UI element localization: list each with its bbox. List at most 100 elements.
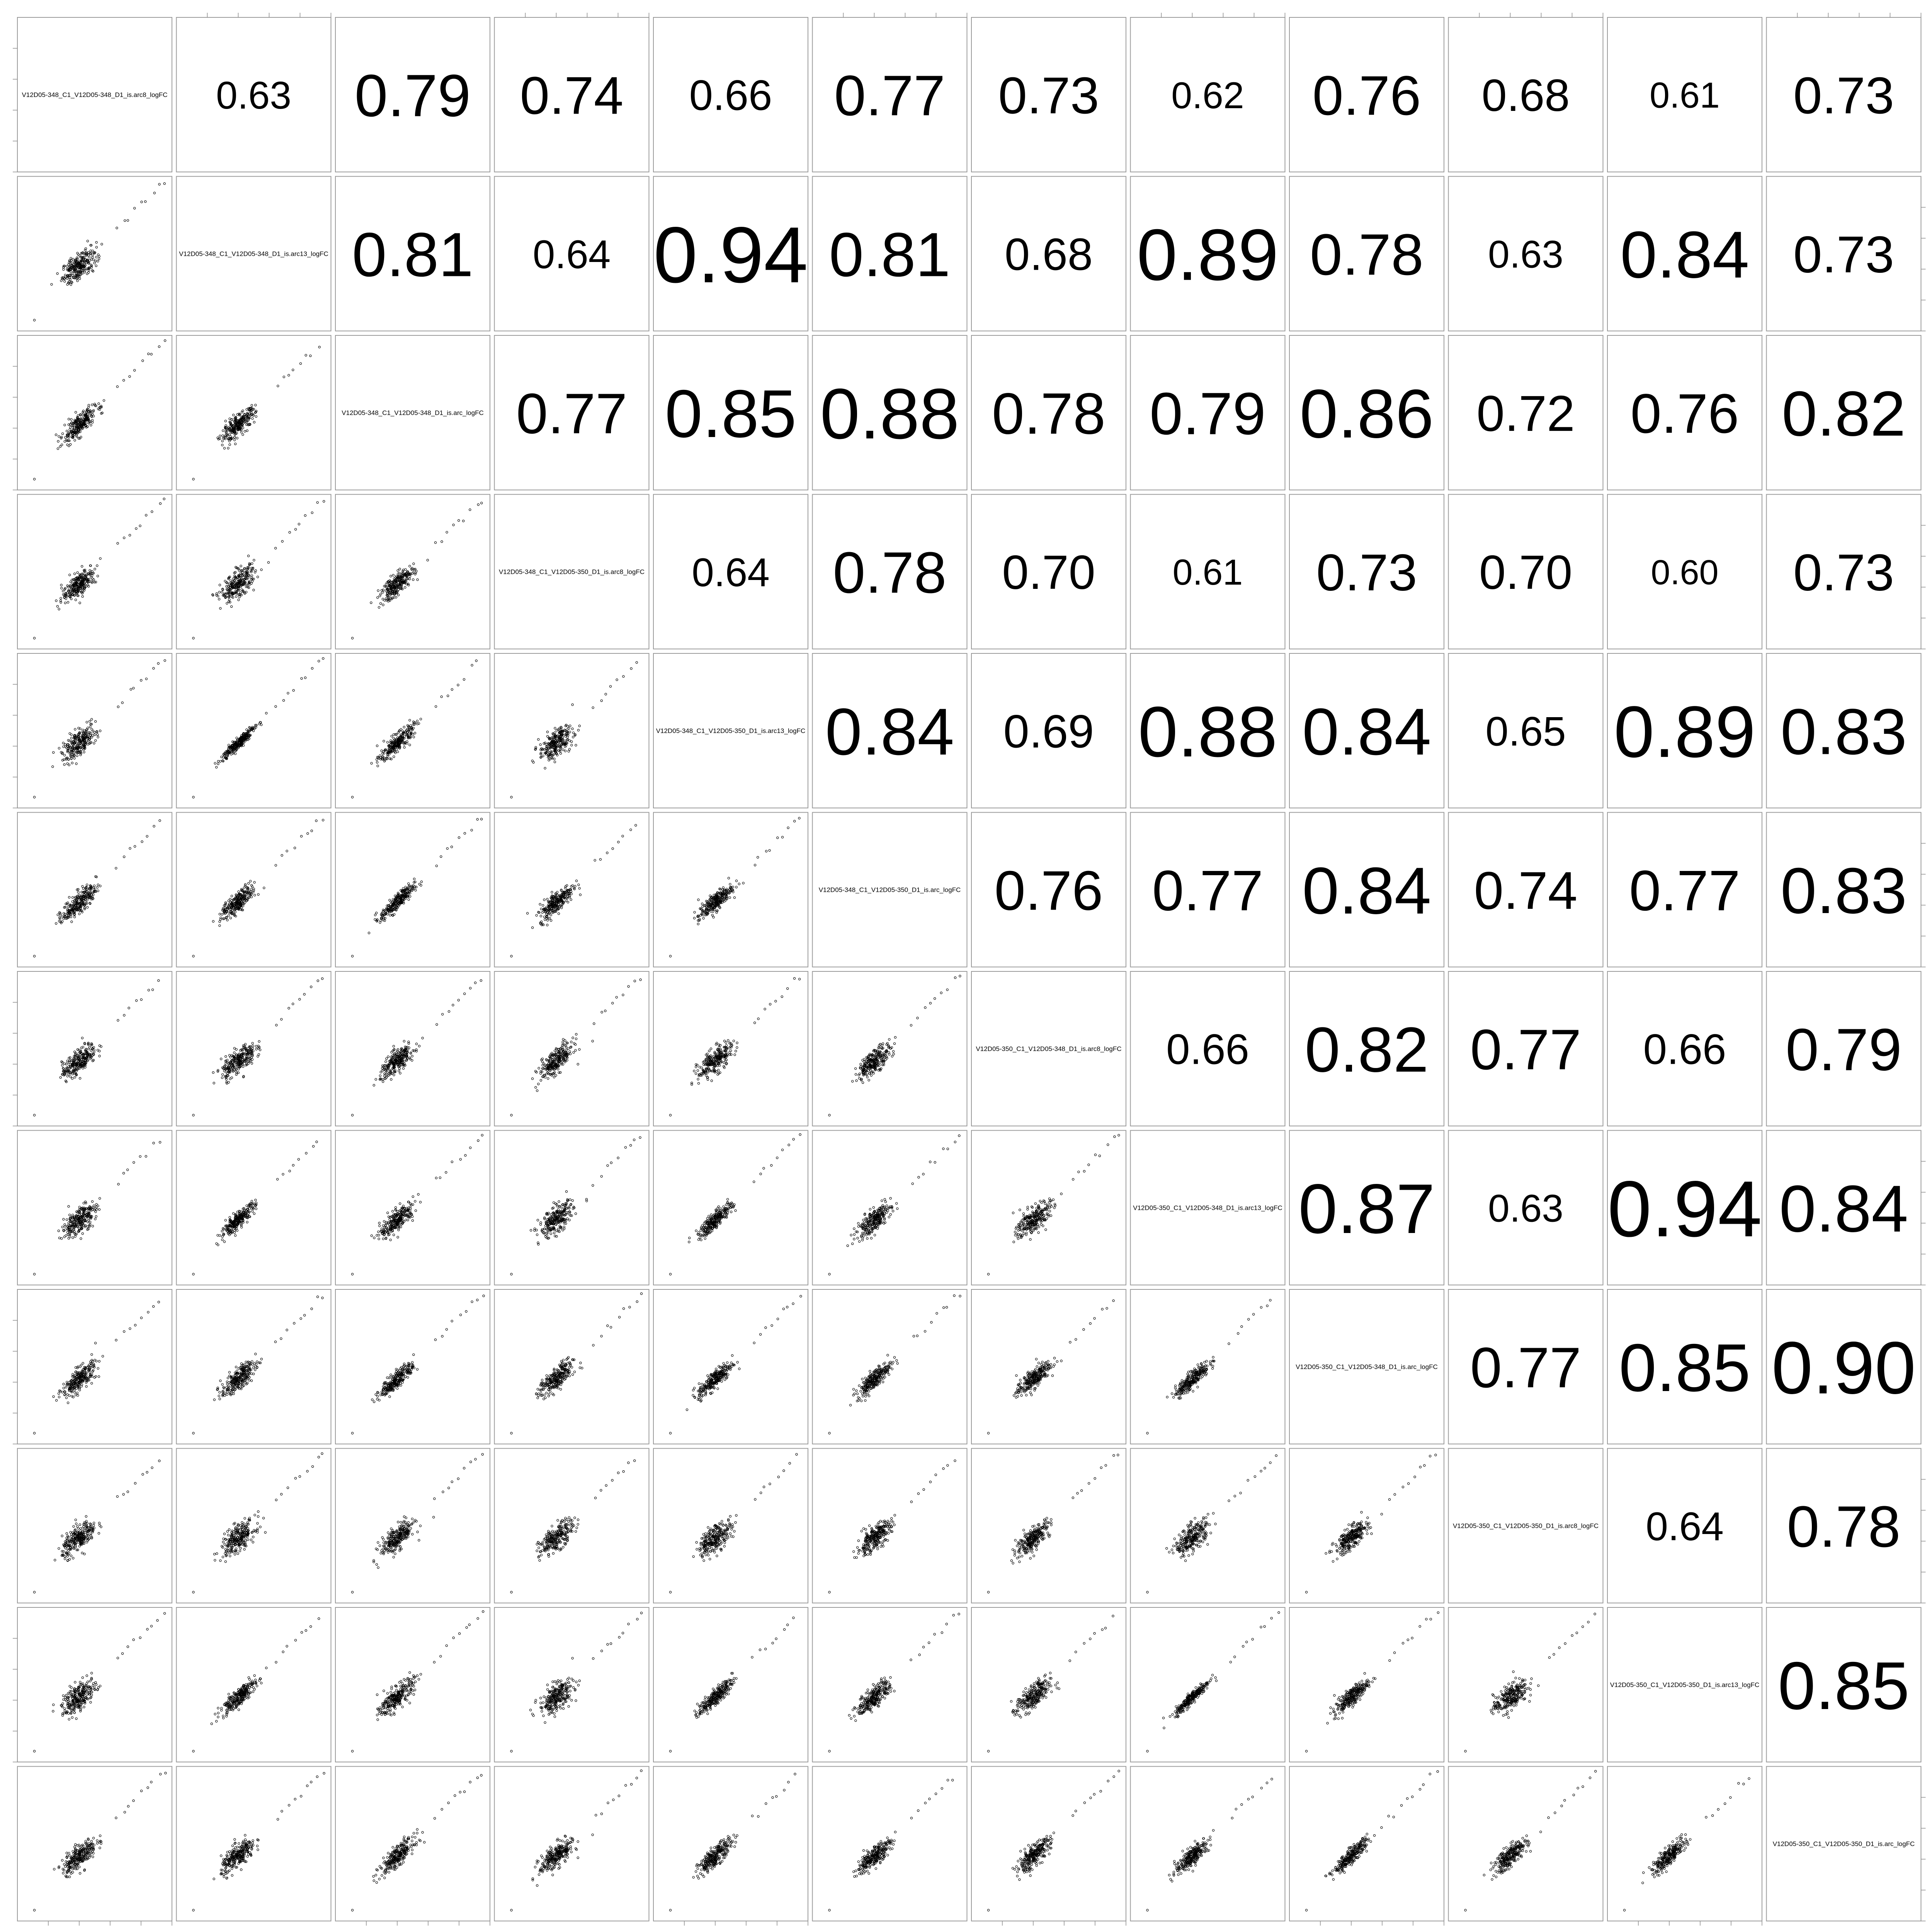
- correlation-panel: 0.62: [1131, 17, 1285, 172]
- correlation-value: 0.60: [1651, 553, 1718, 592]
- correlation-panel: 0.89: [1131, 177, 1285, 331]
- correlation-value: 0.73: [1793, 544, 1894, 602]
- correlation-panel: 0.64: [653, 495, 808, 649]
- scatter-panel: [335, 971, 490, 1126]
- panel-frame: [17, 495, 172, 649]
- correlation-panel: 0.76: [1289, 17, 1444, 172]
- correlation-panel: 0.78: [971, 335, 1126, 490]
- correlation-panel: 0.60: [1607, 495, 1762, 649]
- correlation-panel: 0.74: [1449, 813, 1603, 967]
- scatter-panel: [335, 813, 490, 967]
- correlation-panel: 0.84: [813, 653, 967, 808]
- variable-label: V12D05-348_C1_V12D05-348_D1_is.arc8_logF…: [22, 91, 167, 99]
- correlation-value: 0.64: [533, 232, 611, 277]
- correlation-value: 0.76: [1631, 382, 1739, 445]
- correlation-value: 0.89: [1137, 214, 1279, 295]
- correlation-panel: 0.77: [1131, 813, 1285, 967]
- correlation-value: 0.73: [1793, 67, 1894, 124]
- correlation-value: 0.76: [995, 859, 1103, 922]
- correlation-panel: 0.81: [335, 177, 490, 331]
- correlation-value: 0.78: [992, 381, 1105, 446]
- correlation-panel: 0.61: [1607, 17, 1762, 172]
- correlation-value: 0.76: [1313, 64, 1421, 127]
- correlation-panel: 0.83: [1767, 653, 1921, 808]
- panel-frame: [17, 335, 172, 490]
- correlation-value: 0.77: [516, 382, 628, 446]
- diagonal-panel: V12D05-348_C1_V12D05-348_D1_is.arc13_log…: [177, 177, 331, 331]
- correlation-value: 0.77: [834, 64, 946, 128]
- diagonal-panel: V12D05-348_C1_V12D05-348_D1_is.arc_logFC: [335, 335, 490, 490]
- correlation-value: 0.78: [833, 540, 946, 605]
- correlation-panel: 0.65: [1449, 653, 1603, 808]
- scatter-panel: [495, 813, 649, 967]
- correlation-value: 0.63: [216, 74, 291, 117]
- panel-frame: [17, 971, 172, 1126]
- correlation-value: 0.73: [998, 67, 1099, 124]
- scatter-panel: [17, 813, 172, 967]
- panel-frame: [495, 653, 649, 808]
- scatter-panel: [177, 495, 331, 649]
- correlation-value: 0.73: [1316, 544, 1417, 602]
- correlation-panel: 0.85: [653, 335, 808, 490]
- correlation-panel: 0.63: [1449, 177, 1603, 331]
- correlation-panel: 0.63: [177, 17, 331, 172]
- correlation-value: 0.61: [1650, 75, 1720, 116]
- scatter-panel: [653, 813, 808, 967]
- correlation-value: 0.88: [820, 374, 959, 454]
- scatter-panel: [17, 177, 172, 331]
- correlation-panel: 0.78: [813, 495, 967, 649]
- correlation-value: 0.66: [689, 72, 772, 119]
- correlation-panel: 0.86: [1289, 335, 1444, 490]
- panel-frame: [17, 653, 172, 808]
- correlation-panel: 0.89: [1607, 653, 1762, 808]
- correlation-panel: 0.77: [495, 335, 649, 490]
- correlation-value: 0.70: [1479, 546, 1572, 599]
- correlation-value: 0.68: [1481, 70, 1570, 121]
- variable-label: V12D05-348_C1_V12D05-348_D1_is.arc_logFC: [342, 409, 484, 417]
- correlation-value: 0.78: [1310, 222, 1423, 287]
- correlation-value: 0.70: [1002, 546, 1095, 599]
- correlation-value: 0.83: [1781, 696, 1907, 768]
- correlation-value: 0.94: [653, 211, 808, 299]
- correlation-panel: 0.68: [1449, 17, 1603, 172]
- correlation-value: 0.62: [1171, 74, 1244, 116]
- correlation-value: 0.89: [1614, 691, 1755, 772]
- correlation-value: 0.82: [1782, 378, 1906, 449]
- correlation-panel: 0.76: [971, 813, 1126, 967]
- correlation-panel: 0.77: [813, 17, 967, 172]
- correlation-panel: 0.88: [813, 335, 967, 490]
- correlation-value: 0.64: [692, 550, 770, 595]
- correlation-value: 0.81: [829, 220, 950, 290]
- scatter-panel: [495, 653, 649, 808]
- scatter-panel: [17, 335, 172, 490]
- panel-frame: [177, 495, 331, 649]
- diagonal-panel: V12D05-348_C1_V12D05-348_D1_is.arc8_logF…: [17, 17, 172, 172]
- correlation-panel: 0.61: [1131, 495, 1285, 649]
- correlation-panel: 0.84: [1607, 177, 1762, 331]
- correlation-panel: 0.78: [1289, 177, 1444, 331]
- correlation-value: 0.84: [1302, 854, 1431, 928]
- correlation-value: 0.72: [1476, 385, 1575, 442]
- correlation-value: 0.77: [1152, 859, 1264, 923]
- correlation-value: 0.74: [1474, 861, 1578, 920]
- correlation-panel: 0.74: [495, 17, 649, 172]
- correlation-panel: 0.73: [1767, 17, 1921, 172]
- correlation-value: 0.61: [1173, 552, 1243, 592]
- correlation-panel: 0.83: [1767, 813, 1921, 967]
- scatter-panel: [177, 335, 331, 490]
- scatter-panel: [177, 653, 331, 808]
- panel-frame: [335, 495, 490, 649]
- diagonal-panel: V12D05-348_C1_V12D05-350_D1_is.arc8_logF…: [495, 495, 649, 649]
- correlation-value: 0.84: [825, 695, 954, 769]
- correlation-panel: 0.84: [1289, 653, 1444, 808]
- correlation-panel: 0.72: [1449, 335, 1603, 490]
- correlation-panel: 0.79: [335, 17, 490, 172]
- scatter-panel: [177, 813, 331, 967]
- correlation-panel: 0.76: [1607, 335, 1762, 490]
- correlation-panel: 0.73: [1289, 495, 1444, 649]
- variable-label: V12D05-348_C1_V12D05-350_D1_is.arc8_logF…: [499, 568, 645, 576]
- correlation-panel: 0.79: [1131, 335, 1285, 490]
- correlation-value: 0.73: [1793, 226, 1894, 284]
- correlation-value: 0.88: [1138, 692, 1277, 772]
